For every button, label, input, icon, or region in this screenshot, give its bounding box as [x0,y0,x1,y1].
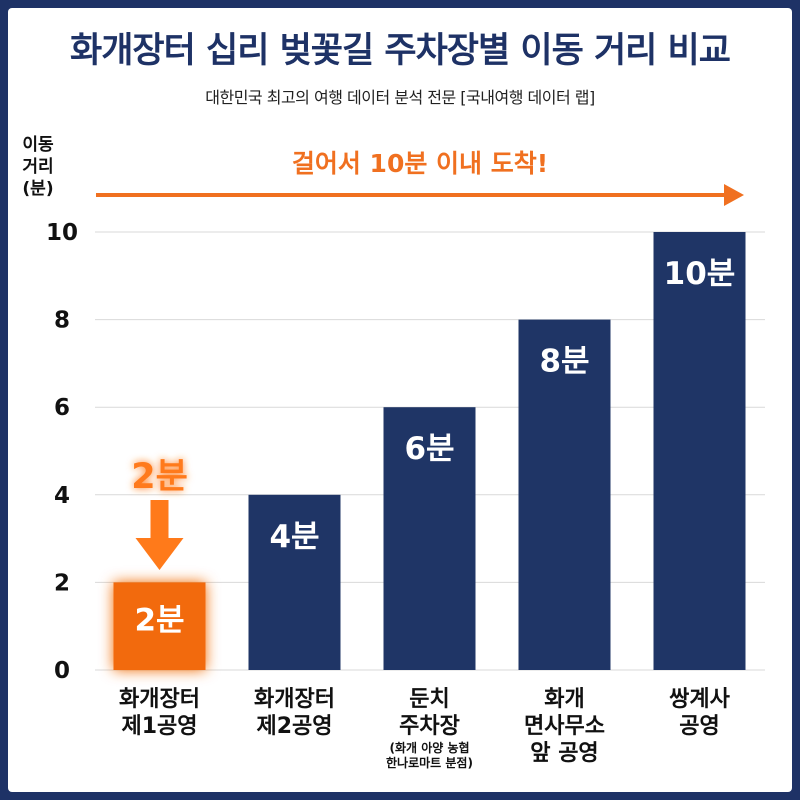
arrow-down-icon [135,538,184,570]
bar-value-label: 8분 [539,344,589,380]
bar [383,407,476,670]
bar [518,319,611,670]
callout-arrow-stem [150,500,169,540]
y-axis-title: 이동 [22,135,54,155]
bar [248,494,341,670]
bar [653,232,746,670]
category-label: 둔치 [409,687,449,712]
bar-value-label: 2분 [134,602,184,638]
chart-subtitle: 대한민국 최고의 여행 데이터 분석 전문 [국내여행 데이터 랩] [205,88,595,107]
category-label: 화개장터 [254,687,335,712]
bar-value-label: 6분 [404,431,454,467]
chart-title: 화개장터 십리 벚꽃길 주차장별 이동 거리 비교 [70,31,731,71]
category-label: 쌍계사 [669,687,730,712]
y-axis-title: 거리 [22,157,53,177]
category-sublabel: (화개 아양 농협 [389,740,469,755]
category-label: 제1공영 [121,714,197,739]
bar-value-label: 4분 [269,519,319,555]
category-label: 화개 [544,687,584,712]
category-label: 앞 공영 [530,741,598,766]
y-tick-label: 8 [54,308,70,334]
category-label: 주차장 [399,714,460,739]
bar-value-label: 10분 [664,256,736,292]
category-sublabel: 한나로마트 분점) [386,755,473,770]
bar [113,582,206,670]
y-tick-label: 10 [46,220,78,246]
y-tick-label: 2 [54,570,70,596]
banner-text: 걸어서 10분 이내 도착! [292,149,548,178]
arrow-right-icon [724,184,744,206]
category-label: 공영 [679,714,719,739]
y-axis-title: (분) [22,179,53,199]
category-label: 면사무소 [524,714,605,739]
y-tick-label: 0 [54,658,70,684]
category-label: 화개장터 [119,687,200,712]
highlight-callout: 2분 [131,457,188,497]
y-tick-label: 4 [54,483,70,509]
category-label: 제2공영 [256,714,332,739]
y-tick-label: 6 [54,395,70,421]
